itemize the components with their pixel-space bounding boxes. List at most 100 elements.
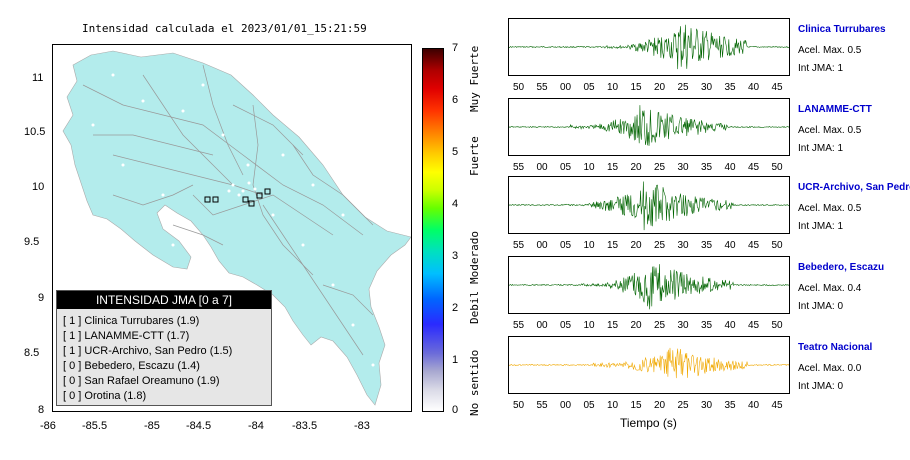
time-tick-label: 35 [724, 400, 736, 411]
time-tick-label: 20 [654, 400, 666, 411]
time-tick-label: 45 [748, 240, 760, 251]
colorbar-tick: 2 [452, 302, 459, 314]
legend-row: [ 0 ] San Rafael Oreamuno (1.9) [63, 375, 220, 387]
station-int-jma: Int JMA: 1 [798, 63, 844, 74]
waveform-line [508, 24, 790, 70]
colorbar-label-fuerte: Fuerte [468, 136, 481, 176]
colorbar-label-debil: Debil [468, 290, 481, 324]
colorbar-tick: 3 [452, 250, 459, 262]
station-acel-max: Acel. Max. 0.5 [798, 203, 862, 214]
time-tick-label: 35 [701, 320, 713, 331]
colorbar-label-no-sentido: No sentido [468, 349, 481, 416]
time-tick-label: 15 [630, 400, 642, 411]
trace-frame [508, 256, 790, 314]
time-axis-label: Tiempo (s) [620, 416, 677, 430]
time-tick-label: 15 [607, 162, 619, 173]
y-tick-label: 10.5 [24, 126, 46, 138]
station-acel-max: Acel. Max. 0.5 [798, 125, 862, 136]
time-tick-label: 00 [536, 320, 548, 331]
station-int-jma: Int JMA: 1 [798, 143, 844, 154]
time-tick-label: 50 [771, 162, 783, 173]
legend-row: [ 1 ] Clinica Turrubares (1.9) [63, 315, 200, 327]
time-tick-label: 10 [583, 240, 595, 251]
station-acel-max: Acel. Max. 0.0 [798, 363, 862, 374]
legend-row: [ 0 ] Bebedero, Escazu (1.4) [63, 360, 200, 372]
legend-row: [ 1 ] LANAMME-CTT (1.7) [63, 330, 190, 342]
time-tick-label: 25 [677, 82, 689, 93]
time-tick-label: 25 [654, 240, 666, 251]
station-name: Bebedero, Escazu [798, 262, 885, 273]
time-tick-label: 00 [560, 400, 572, 411]
station-acel-max: Acel. Max. 0.4 [798, 283, 862, 294]
time-tick-label: 05 [560, 162, 572, 173]
road-network [82, 64, 374, 356]
trace-frame [508, 176, 790, 234]
x-tick-label: -85.5 [82, 420, 108, 432]
x-tick-label: -86 [40, 420, 56, 432]
station-name: LANAMME-CTT [798, 104, 872, 115]
waveform-line [508, 264, 790, 310]
time-tick-label: 30 [677, 162, 689, 173]
time-tick-label: 40 [724, 162, 736, 173]
time-tick-label: 10 [607, 400, 619, 411]
x-tick-label: -84 [248, 420, 264, 432]
waveform-line [508, 181, 789, 231]
colorbar-label-moderado: Moderado [468, 231, 481, 284]
time-tick-label: 50 [513, 400, 525, 411]
time-tick-label: 20 [630, 162, 642, 173]
time-tick-label: 45 [748, 320, 760, 331]
time-tick-label: 45 [771, 82, 783, 93]
station-dots [91, 73, 375, 367]
station-int-jma: Int JMA: 0 [798, 301, 844, 312]
x-tick-label: -83 [354, 420, 370, 432]
time-tick-label: 35 [701, 240, 713, 251]
time-tick-label: 55 [513, 162, 525, 173]
colorbar-tick: 5 [452, 146, 459, 158]
legend-row: [ 0 ] Orotina (1.8) [63, 390, 147, 402]
time-tick-label: 50 [771, 320, 783, 331]
waveform-svg [508, 264, 790, 310]
time-tick-label: 05 [560, 320, 572, 331]
waveform-line [508, 347, 790, 379]
time-tick-label: 00 [560, 82, 572, 93]
time-tick-label: 40 [724, 320, 736, 331]
waveform-svg [508, 105, 790, 146]
station-name: Clinica Turrubares [798, 24, 886, 35]
time-tick-label: 05 [560, 240, 572, 251]
y-tick-label: 9 [38, 292, 45, 304]
waveform-svg [508, 347, 790, 379]
station-acel-max: Acel. Max. 0.5 [798, 45, 862, 56]
time-tick-label: 20 [630, 240, 642, 251]
time-tick-label: 10 [583, 162, 595, 173]
time-tick-label: 30 [677, 240, 689, 251]
waveform-line [508, 105, 790, 146]
time-tick-label: 00 [536, 162, 548, 173]
legend-row: [ 1 ] UCR-Archivo, San Pedro (1.5) [63, 345, 233, 357]
colorbar-tick: 7 [452, 42, 459, 54]
time-tick-label: 25 [677, 400, 689, 411]
y-tick-label: 9.5 [24, 236, 40, 248]
x-tick-label: -83.5 [292, 420, 318, 432]
time-tick-label: 30 [677, 320, 689, 331]
time-tick-label: 40 [748, 82, 760, 93]
x-tick-label: -85 [144, 420, 160, 432]
intensity-colorbar [422, 48, 444, 412]
time-tick-label: 05 [583, 82, 595, 93]
time-tick-label: 15 [607, 320, 619, 331]
legend-title: INTENSIDAD JMA [0 a 7] [57, 291, 271, 309]
time-tick-label: 05 [583, 400, 595, 411]
station-name: Teatro Nacional [798, 342, 873, 353]
x-tick-label: -84.5 [186, 420, 212, 432]
map-title: Intensidad calculada el 2023/01/01_15:21… [82, 22, 367, 35]
station-int-jma: Int JMA: 0 [798, 381, 844, 392]
time-tick-label: 55 [536, 400, 548, 411]
time-tick-label: 55 [536, 82, 548, 93]
station-name: UCR-Archivo, San Pedro [798, 182, 910, 193]
y-tick-label: 10 [32, 181, 45, 193]
colorbar-tick: 0 [452, 404, 459, 416]
trace-frame [508, 18, 790, 76]
time-tick-label: 15 [607, 240, 619, 251]
time-tick-label: 50 [513, 82, 525, 93]
colorbar-tick: 6 [452, 94, 459, 106]
time-tick-label: 10 [583, 320, 595, 331]
